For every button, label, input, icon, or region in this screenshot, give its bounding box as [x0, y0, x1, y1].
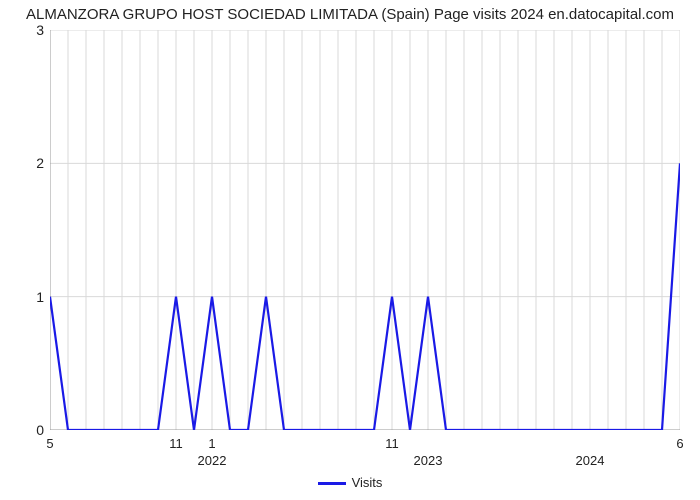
x-group-label: 6 — [676, 436, 683, 451]
legend: Visits — [0, 475, 700, 490]
visits-chart: ALMANZORA GRUPO HOST SOCIEDAD LIMITADA (… — [0, 0, 700, 500]
x-year-label: 2024 — [576, 453, 605, 468]
x-group-label: 1 — [208, 436, 215, 451]
y-tick-label: 2 — [36, 155, 44, 171]
x-group-label: 11 — [169, 436, 183, 451]
visits-line — [50, 30, 680, 430]
x-group-label: 5 — [46, 436, 53, 451]
y-tick-label: 0 — [36, 422, 44, 438]
x-group-label: 11 — [385, 436, 399, 451]
chart-title: ALMANZORA GRUPO HOST SOCIEDAD LIMITADA (… — [0, 6, 700, 23]
x-year-label: 2022 — [198, 453, 227, 468]
plot-area — [50, 30, 680, 430]
legend-swatch — [318, 482, 346, 485]
y-tick-label: 3 — [36, 22, 44, 38]
y-tick-label: 1 — [36, 289, 44, 305]
legend-label: Visits — [352, 475, 383, 490]
x-year-label: 2023 — [414, 453, 443, 468]
